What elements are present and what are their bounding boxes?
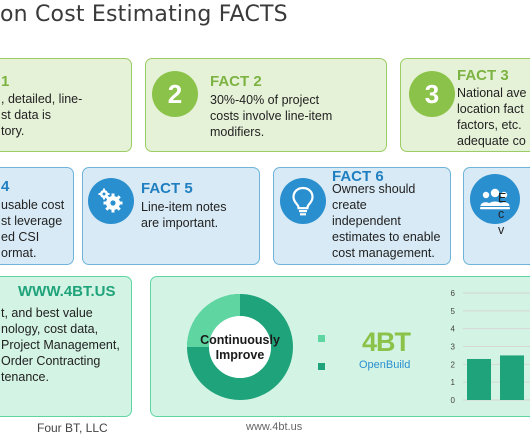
fact-body: Line-item notes are important. [141, 200, 227, 230]
logo-subtext: OpenBuild [359, 359, 411, 371]
fact-body: National ave location fact factors, etc.… [457, 86, 527, 148]
website-body: t, and best value nology, cost data, Pro… [1, 306, 120, 384]
bar [467, 358, 491, 400]
footer-company: Four BT, LLC [37, 421, 108, 435]
fact-title: 4 [1, 178, 10, 195]
y-tick-label: 6 [451, 289, 456, 298]
website-box: WWW.4BT.US t, and best value nology, cos… [0, 276, 132, 417]
bar [500, 355, 524, 400]
y-tick-label: 2 [451, 360, 456, 369]
fact-number-badge: 3 [409, 71, 455, 117]
fact-title: FACT 3 [457, 67, 509, 84]
fact-card-4: 4 usable cost st leverage ed CSI ormat. [0, 167, 74, 265]
y-tick-label: 1 [451, 378, 456, 387]
bar-chart: 0 1 2 3 4 5 6 [451, 289, 530, 405]
footer-url: www.4bt.us [246, 421, 303, 433]
logo-text: 4BT [362, 327, 411, 357]
legend-swatch-dark [318, 363, 325, 370]
lightbulb-icon [280, 178, 326, 224]
y-tick-label: 0 [451, 396, 456, 405]
fact-card-3: 3 FACT 3 National ave location fact fact… [400, 58, 530, 152]
donut-chart: Continuously Improve [187, 294, 293, 400]
team-icon [470, 174, 520, 224]
donut-label-line2: Improve [216, 348, 265, 362]
fact-body: usable cost st leverage ed CSI ormat. [1, 198, 65, 260]
fact-title: 1 [1, 73, 10, 90]
donut-label-line1: Continuously [200, 333, 280, 347]
fact-card-7: E c v [463, 167, 530, 265]
fact-number-badge: 2 [152, 71, 198, 117]
fact-title: FACT 6 [332, 168, 384, 185]
fact-body: Owners should create independent estimat… [332, 182, 441, 260]
gears-icon [88, 178, 134, 224]
improvement-panel: Continuously Improve 4BT OpenBuild 0 1 2 3 4… [150, 276, 530, 417]
website-title: WWW.4BT.US [18, 283, 116, 300]
fact-title: FACT 5 [141, 180, 193, 197]
fact-card-2: 2 FACT 2 30%-40% of project costs involv… [145, 58, 387, 152]
y-tick-label: 4 [451, 325, 456, 334]
fact-card-6: FACT 6 Owners should create independent … [273, 167, 451, 265]
page-title: on Cost Estimating FACTS [0, 2, 288, 27]
fact-card-1: 1 , detailed, line- st data is tory. [0, 58, 132, 152]
fact-body: , detailed, line- st data is tory. [1, 92, 83, 138]
4bt-logo: 4BT OpenBuild [358, 327, 428, 377]
fact-title: FACT 2 [210, 73, 262, 90]
fact-body: 30%-40% of project costs involve line-it… [210, 93, 333, 139]
legend-swatch-light [318, 335, 325, 342]
fact-card-5: FACT 5 Line-item notes are important. [82, 167, 260, 265]
y-tick-label: 3 [451, 343, 456, 352]
y-tick-label: 5 [451, 307, 456, 316]
fact-body: E c v [498, 191, 507, 237]
